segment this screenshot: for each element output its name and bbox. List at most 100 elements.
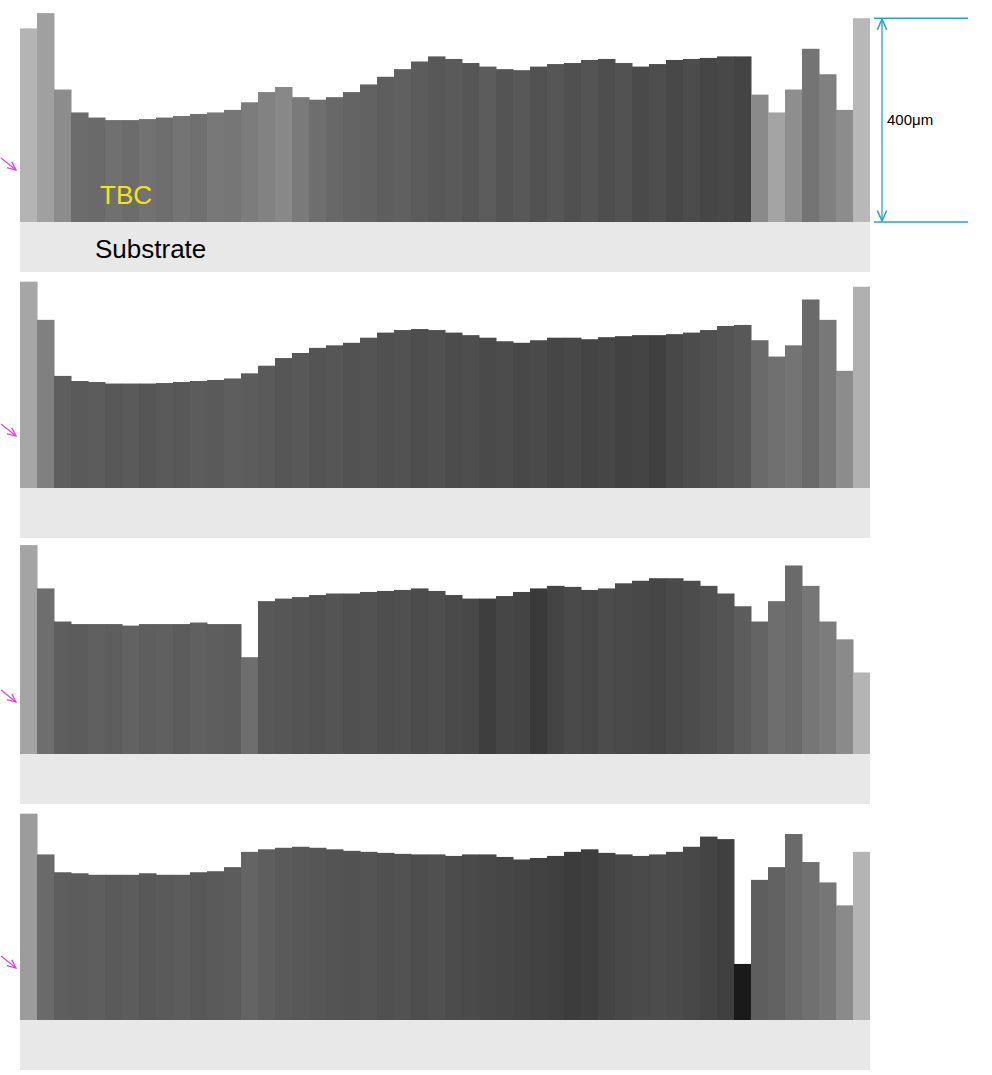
thickness-bar <box>207 380 225 488</box>
thickness-bar <box>173 624 191 754</box>
thickness-bar <box>37 13 55 222</box>
thickness-bar <box>292 847 310 1020</box>
scale-bar-label: 400μm <box>887 111 933 128</box>
thickness-bar <box>666 60 684 222</box>
thickness-bar <box>105 384 123 488</box>
thickness-bar <box>530 858 548 1020</box>
thickness-bar <box>581 849 599 1020</box>
thickness-bar <box>564 587 582 754</box>
thickness-bar <box>513 592 531 754</box>
thickness-bar <box>683 59 701 222</box>
thickness-bar <box>785 834 803 1020</box>
thickness-bar <box>683 847 701 1020</box>
thickness-bar <box>836 905 854 1020</box>
thickness-bar <box>275 358 293 488</box>
scale-bar-cap <box>874 17 968 19</box>
thickness-bar <box>224 110 242 222</box>
thickness-bar <box>615 583 633 754</box>
thickness-bar <box>819 622 837 754</box>
thickness-bar <box>564 63 582 222</box>
thickness-bar <box>54 622 72 754</box>
thickness-bar <box>37 588 55 754</box>
thickness-bar <box>394 69 412 222</box>
thickness-bar <box>615 336 633 488</box>
thickness-bar <box>853 672 870 754</box>
scale-bar: 400μm <box>874 18 968 222</box>
thickness-bar <box>173 116 191 222</box>
thickness-bar <box>547 586 565 754</box>
thickness-bar <box>564 852 582 1020</box>
thickness-bar <box>377 591 395 754</box>
thickness-bar <box>734 56 752 222</box>
thickness-bar <box>530 67 548 222</box>
thickness-bar <box>156 624 174 754</box>
thickness-bar <box>445 333 463 488</box>
substrate-band <box>20 488 870 538</box>
thickness-bar <box>207 624 225 754</box>
pointer-arrow <box>1 424 16 436</box>
thickness-bar <box>71 624 89 754</box>
thickness-bar <box>258 601 276 754</box>
thickness-bar <box>479 67 497 222</box>
thickness-bar <box>88 624 106 754</box>
scale-bar-line <box>881 19 882 221</box>
thickness-bar <box>411 62 429 223</box>
bars <box>20 13 870 222</box>
panel <box>20 13 871 272</box>
thickness-bar <box>683 333 701 488</box>
thickness-bar <box>751 880 769 1020</box>
thickness-bar <box>700 837 718 1020</box>
thickness-bar <box>666 334 684 488</box>
thickness-bar <box>326 97 344 222</box>
thickness-bar <box>479 854 497 1020</box>
thickness-bar <box>649 335 667 488</box>
thickness-bar <box>462 599 480 754</box>
thickness-bar <box>139 873 157 1020</box>
layer-label: TBC <box>100 180 152 210</box>
thickness-bar <box>37 320 55 488</box>
thickness-bar <box>156 383 174 488</box>
pointer-arrow <box>1 690 16 702</box>
thickness-bar <box>768 601 786 754</box>
figure: TBCSubstrate400μm <box>0 0 992 1075</box>
thickness-bar <box>445 856 463 1020</box>
thickness-bar <box>343 92 361 222</box>
thickness-bar <box>717 839 735 1020</box>
thickness-bar <box>649 854 667 1020</box>
thickness-bar <box>241 373 259 488</box>
substrate-band <box>20 754 870 804</box>
thickness-bar <box>71 112 89 222</box>
thickness-bar <box>632 67 650 222</box>
thickness-bar <box>309 595 327 754</box>
thickness-bar <box>785 345 803 488</box>
thickness-bar <box>547 64 565 222</box>
thickness-bar <box>802 49 820 222</box>
thickness-bar <box>802 862 820 1020</box>
pointer-arrow <box>1 956 16 968</box>
thickness-bar <box>105 624 123 754</box>
thickness-bar <box>377 77 395 222</box>
thickness-bar <box>122 626 140 754</box>
thickness-bar <box>751 340 769 488</box>
thickness-bar <box>836 110 854 222</box>
thickness-bar <box>139 384 157 488</box>
thickness-bar <box>496 341 514 488</box>
thickness-bar <box>853 852 870 1020</box>
thickness-bar <box>377 333 395 488</box>
thickness-bar <box>632 856 650 1020</box>
thickness-bar <box>224 867 242 1020</box>
thickness-bar <box>530 588 548 754</box>
thickness-bar <box>734 964 752 1020</box>
thickness-bar <box>802 586 820 754</box>
thickness-bar <box>683 581 701 754</box>
panel <box>20 814 871 1070</box>
thickness-bar <box>819 882 837 1020</box>
thickness-bar <box>326 849 344 1020</box>
thickness-bar <box>241 852 259 1020</box>
thickness-bar <box>717 326 735 488</box>
thickness-bar <box>632 581 650 754</box>
thickness-bar <box>241 657 259 754</box>
thickness-bar <box>496 857 514 1020</box>
thickness-bar <box>700 330 718 488</box>
thickness-bar <box>547 338 565 488</box>
